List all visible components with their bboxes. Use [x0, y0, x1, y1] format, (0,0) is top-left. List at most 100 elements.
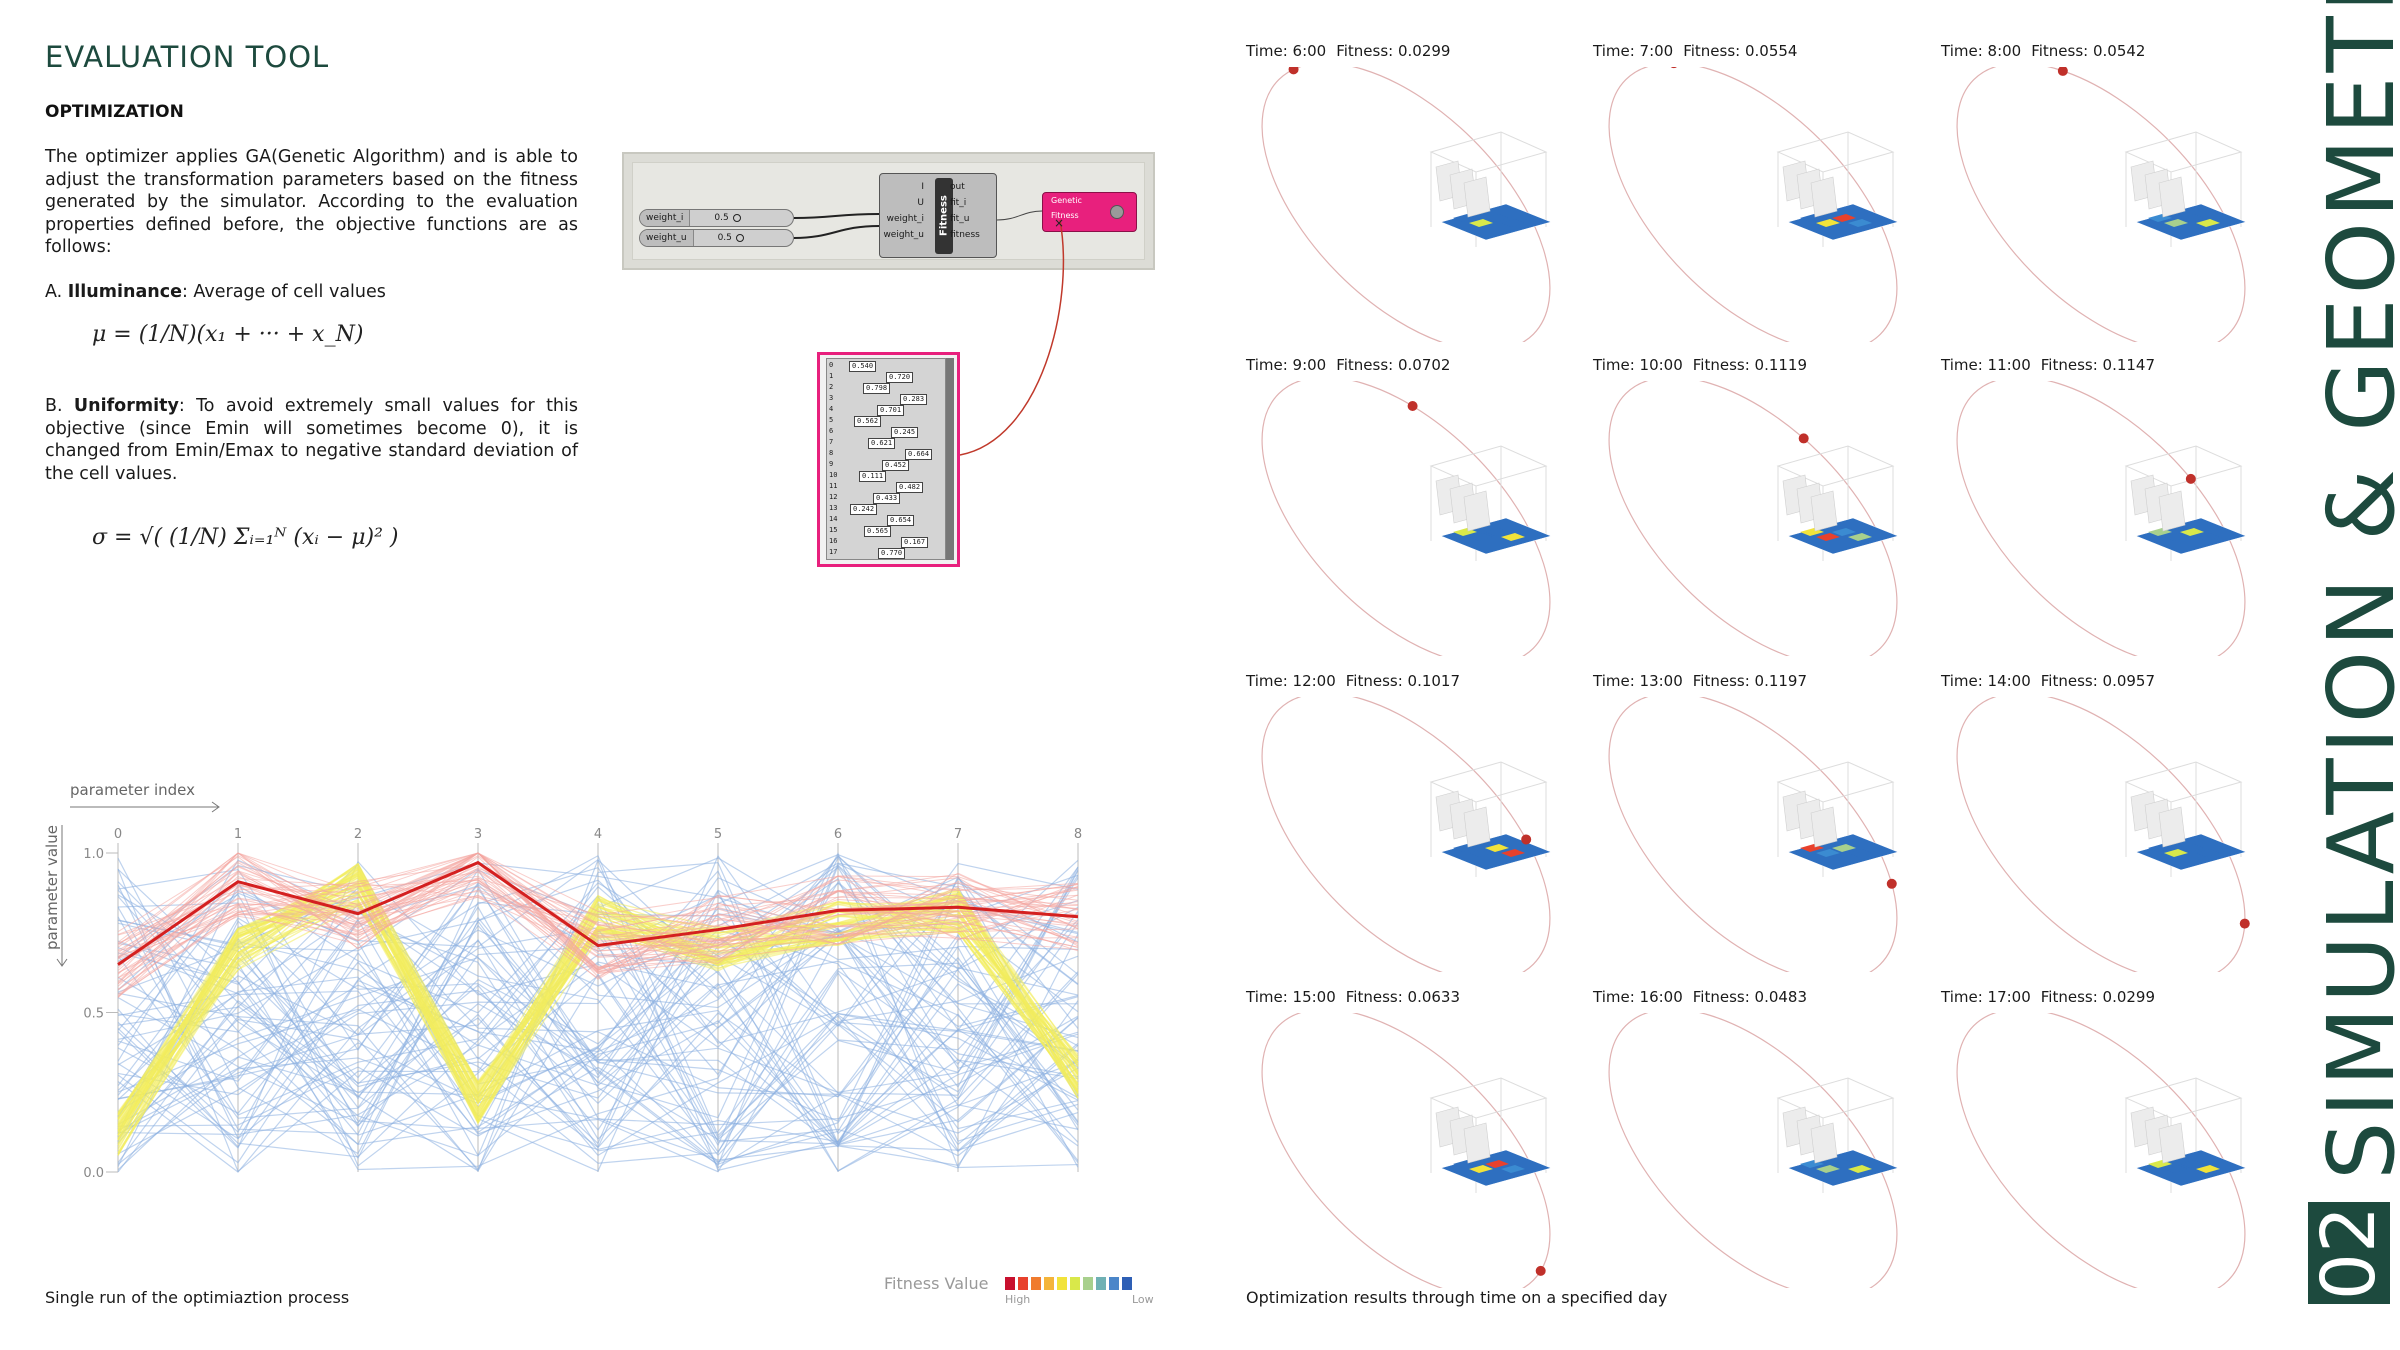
panel-row-index: 6 [829, 427, 834, 435]
population-line-low [117, 876, 1079, 1145]
panel-row-value: 0.621 [868, 438, 896, 449]
result-time: Time: 14:00 [1941, 672, 2031, 690]
population-line-high [117, 862, 1079, 972]
panel-row-value: 0.565 [864, 526, 892, 537]
panel-row-value: 0.701 [877, 405, 905, 416]
result-cell: Time: 9:00 Fitness: 0.0702 [1246, 356, 1576, 656]
population-line-low [117, 976, 1079, 1164]
sun-path [1956, 1013, 2246, 1288]
result-diagram [1261, 1013, 1552, 1288]
population-line-low [117, 937, 1079, 1164]
louver-panel [1810, 490, 1838, 532]
population-line-high [117, 890, 1079, 959]
illuminance-cell [1832, 1160, 1856, 1168]
population-line-low [117, 862, 1079, 1132]
result-diagram [1608, 697, 1899, 972]
panel-row: 9 0.452 [829, 460, 945, 471]
sun-icon [1407, 401, 1418, 412]
weight-u-slider[interactable]: weight_u 0.5 [639, 229, 794, 247]
x-axis-label: parameter index [70, 781, 195, 799]
result-cell: Time: 6:00 Fitness: 0.0299 [1246, 42, 1576, 342]
louver-panel [1463, 176, 1491, 218]
panel-row-value: 0.242 [850, 504, 878, 515]
population-line-low [117, 859, 1079, 1157]
result-label: Time: 10:00 Fitness: 0.1119 [1593, 356, 1807, 374]
best-solution-line [117, 860, 1079, 966]
illuminance-floor [1440, 1149, 1552, 1187]
panel-row-value: 0.798 [863, 383, 891, 394]
result-diagram [1956, 381, 2247, 656]
illuminance-floor [1440, 517, 1552, 555]
louver-panel [1810, 806, 1838, 848]
panel-scrollbar[interactable] [946, 358, 954, 560]
panel-row-index: 9 [829, 460, 834, 468]
panel-row: 14 0.654 [829, 515, 945, 526]
population-line-high [117, 873, 1079, 996]
fitness-component[interactable]: I U weight_i weight_u Fitness out fit_i … [879, 173, 997, 258]
illuminance-cell [1469, 219, 1493, 227]
panel-row-value: 0.562 [854, 416, 882, 427]
chapter-title: SIMULATION & GEOMETRY [2308, 0, 2400, 1180]
genetic-solver-component[interactable]: Genetic Fitness [1042, 192, 1137, 232]
x-tick-label: 8 [1074, 827, 1082, 842]
std-formula: σ = √( (1/N) Σᵢ₌₁ᴺ (xᵢ − μ)² ) [92, 525, 399, 550]
result-time: Time: 6:00 [1246, 42, 1327, 60]
population-line-low [117, 870, 1079, 1172]
panel-row: 2 0.798 [829, 383, 945, 394]
result-cell: Time: 10:00 Fitness: 0.1119 [1593, 356, 1923, 656]
panel-row: 16 0.167 [829, 537, 945, 548]
result-time: Time: 8:00 [1941, 42, 2022, 60]
panel-row-index: 10 [829, 471, 838, 479]
panel-row: 5 0.562 [829, 416, 945, 427]
result-label: Time: 6:00 Fitness: 0.0299 [1246, 42, 1450, 60]
result-time: Time: 10:00 [1593, 356, 1683, 374]
dna-icon [1110, 205, 1124, 219]
illuminance-cell [1485, 844, 1509, 852]
mean-formula: μ = (1/N)(x₁ + ··· + x_N) [92, 322, 364, 347]
sun-path [1608, 697, 1898, 972]
legend-swatch [1005, 1277, 1015, 1290]
population-line-high [117, 852, 1079, 970]
left-caption: Single run of the optimiaztion process [45, 1288, 350, 1307]
illuminance-cell [2180, 1160, 2204, 1168]
slider-value: 0.5 [717, 233, 732, 243]
illuminance-cell [1848, 1165, 1872, 1173]
section-heading: OPTIMIZATION [45, 102, 184, 122]
illuminance-cell [2180, 844, 2204, 852]
ga-fitness-input: Fitness [1051, 211, 1079, 220]
louver-panel [2158, 1122, 2186, 1164]
sun-icon [1886, 878, 1897, 889]
population-line-low [117, 854, 1079, 1160]
values-panel[interactable]: 0 0.540 1 0.720 2 0.798 3 0.283 4 0.701 5 0.562 6 0.2… [817, 352, 960, 567]
sun-path [1608, 1013, 1898, 1288]
legend-swatch [1044, 1277, 1054, 1290]
panel-row: 7 0.621 [829, 438, 945, 449]
illuminance-cell [1485, 528, 1509, 536]
panel-row-index: 13 [829, 504, 838, 512]
panel-row-index: 5 [829, 416, 834, 424]
illuminance-cell [2164, 849, 2188, 857]
chart-svg: parameter index parameter value 0 1 2 3 4 5 6 7 8 0… [43, 781, 1082, 1181]
weight-i-slider[interactable]: weight_i 0.5 [639, 209, 794, 227]
illuminance-floor [1787, 1149, 1899, 1187]
slider-knob-icon[interactable] [735, 234, 744, 242]
population-line-high [117, 867, 1079, 973]
panel-row-value: 0.654 [887, 515, 915, 526]
illuminance-cell [1501, 219, 1525, 227]
panel-row-index: 2 [829, 383, 834, 391]
result-label: Time: 16:00 Fitness: 0.0483 [1593, 988, 1807, 1006]
louver-panel [1810, 1122, 1838, 1164]
population-line-high [117, 852, 1079, 999]
x-tick-label: 1 [234, 827, 242, 842]
grasshopper-canvas: weight_i 0.5 weight_u 0.5 I U weight_i w… [622, 152, 1155, 270]
sun-path [1956, 381, 2246, 656]
illuminance-floor [1787, 833, 1899, 871]
slider-knob-icon[interactable] [732, 214, 741, 222]
input-i: I [921, 182, 924, 192]
population-line-high [117, 863, 1079, 997]
population-line-low [117, 885, 1079, 1165]
sun-icon [1798, 433, 1809, 444]
output-fitness: fitness [950, 230, 980, 240]
population-line-high [117, 869, 1079, 974]
input-weight-u: weight_u [883, 230, 924, 240]
